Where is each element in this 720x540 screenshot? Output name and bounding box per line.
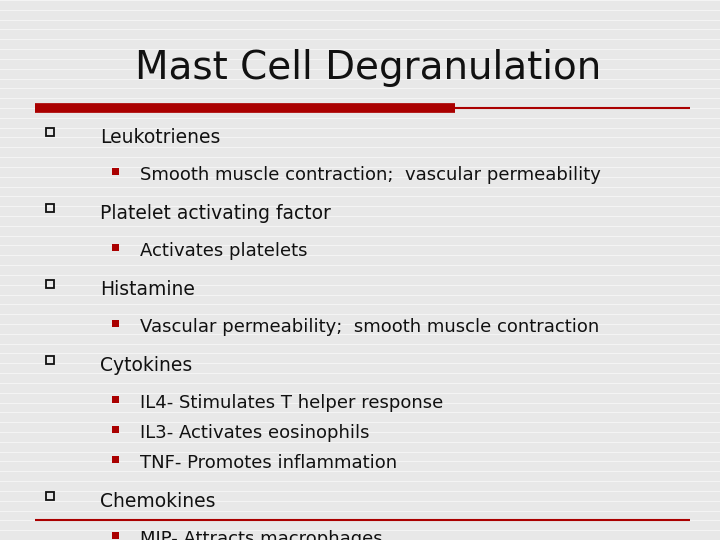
Bar <box>112 395 119 402</box>
Bar <box>112 456 119 462</box>
Text: Histamine: Histamine <box>100 280 195 299</box>
Text: Chemokines: Chemokines <box>100 492 215 511</box>
Text: MIP- Attracts macrophages: MIP- Attracts macrophages <box>140 530 382 540</box>
Bar <box>112 320 119 327</box>
Text: TNF- Promotes inflammation: TNF- Promotes inflammation <box>140 454 397 472</box>
Bar <box>46 204 54 212</box>
Text: IL3- Activates eosinophils: IL3- Activates eosinophils <box>140 424 369 442</box>
Bar <box>46 492 54 500</box>
Bar <box>112 244 119 251</box>
Bar <box>112 167 119 174</box>
Text: Smooth muscle contraction;  vascular permeability: Smooth muscle contraction; vascular perm… <box>140 166 601 184</box>
Text: IL4- Stimulates T helper response: IL4- Stimulates T helper response <box>140 394 444 412</box>
Bar <box>46 356 54 364</box>
Text: Cytokines: Cytokines <box>100 356 192 375</box>
Text: Leukotrienes: Leukotrienes <box>100 128 220 147</box>
Text: Platelet activating factor: Platelet activating factor <box>100 204 331 223</box>
Text: Vascular permeability;  smooth muscle contraction: Vascular permeability; smooth muscle con… <box>140 318 599 336</box>
Bar <box>46 280 54 288</box>
Text: Activates platelets: Activates platelets <box>140 242 307 260</box>
Bar <box>46 128 54 136</box>
Text: Mast Cell Degranulation: Mast Cell Degranulation <box>135 49 601 87</box>
Bar <box>112 531 119 538</box>
Bar <box>112 426 119 433</box>
